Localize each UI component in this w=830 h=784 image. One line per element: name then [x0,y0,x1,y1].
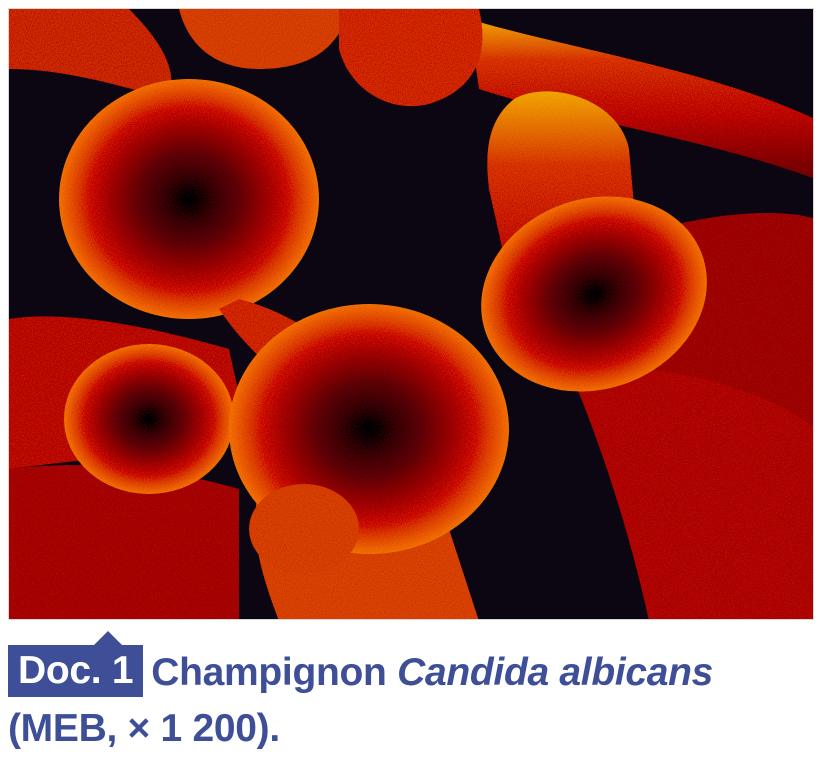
yeast-cell-right [481,196,707,392]
yeast-bud-bottom [249,484,359,574]
caption-details: (MEB, × 1 200). [8,707,280,750]
yeast-cell-left [64,344,234,494]
candida-albicans-micrograph [9,9,813,619]
doc-badge: Doc. 1 [8,631,144,697]
hypha-top-right [469,19,813,179]
hypha-top-center [339,9,483,107]
caption-species: Candida albicans [397,651,714,694]
caption-title-prefix: Champignon [151,651,387,694]
figure-caption: Doc. 1 Champignon Candida albicans (MEB, … [8,631,823,757]
hypha-top-left [9,9,349,99]
micrograph-figure [8,8,814,620]
